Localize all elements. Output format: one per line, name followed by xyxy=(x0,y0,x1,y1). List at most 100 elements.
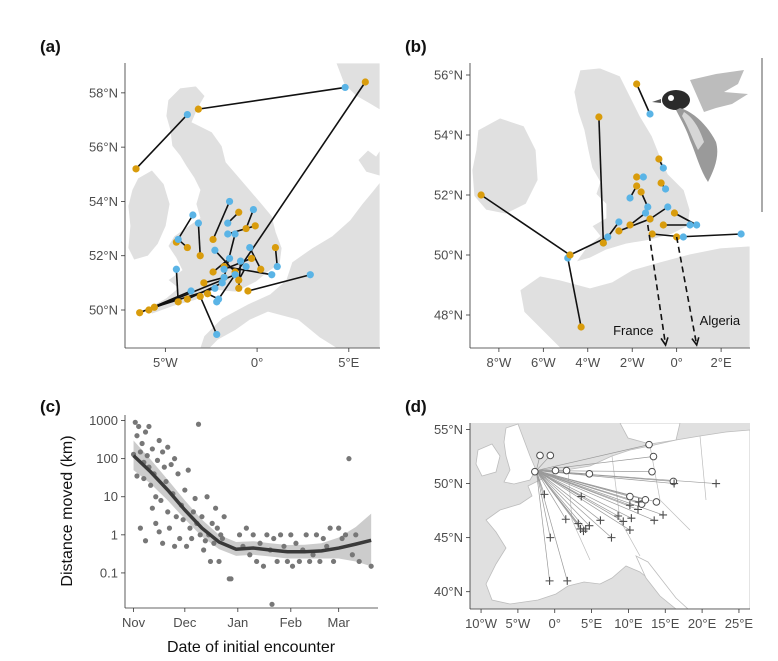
end-location-point xyxy=(220,273,228,282)
data-point xyxy=(324,543,330,549)
end-location-point xyxy=(225,197,234,206)
circle-marker xyxy=(648,467,656,476)
panel-d: 10°W 5°W 0° 5°E 10°E 15°E 20°E 25°E 40°N 45°N 50°N… xyxy=(434,422,753,631)
data-point xyxy=(346,456,352,462)
data-point xyxy=(202,538,208,544)
data-point xyxy=(132,419,138,425)
data-point xyxy=(310,552,316,558)
end-location-point xyxy=(686,221,694,229)
circle-marker xyxy=(551,466,560,475)
end-location-point xyxy=(273,262,281,271)
start-location-point xyxy=(183,295,191,303)
data-point xyxy=(293,540,299,546)
end-location-point xyxy=(646,110,654,118)
x-tick-label: Nov xyxy=(122,615,146,630)
circle-marker xyxy=(531,467,539,476)
data-point xyxy=(165,444,171,450)
end-location-point xyxy=(214,295,223,303)
data-point xyxy=(165,509,171,515)
x-tick-label: Feb xyxy=(280,615,302,630)
origin-line xyxy=(536,470,675,484)
start-location-point xyxy=(361,78,369,86)
panel-b-movements xyxy=(477,80,745,331)
movement-line xyxy=(212,201,231,240)
panel-b-annotations: France Algeria xyxy=(613,224,741,347)
end-location-point xyxy=(183,110,191,119)
panel-a-movements xyxy=(132,78,369,339)
data-point xyxy=(204,494,210,500)
origin-line xyxy=(536,470,632,519)
data-point xyxy=(243,525,249,531)
start-location-point xyxy=(477,191,485,199)
data-point xyxy=(137,449,143,455)
end-location-point xyxy=(249,205,258,214)
start-location-point xyxy=(615,227,623,235)
x-tick-label: 10°E xyxy=(614,616,643,631)
panel-d-label: (d) xyxy=(405,397,427,416)
start-location-point xyxy=(209,235,217,244)
y-tick-label: 48°N xyxy=(434,308,463,323)
data-point xyxy=(219,535,226,542)
data-point xyxy=(192,495,198,502)
circle-marker xyxy=(641,495,650,504)
data-point xyxy=(330,558,337,565)
origin-line xyxy=(535,470,550,581)
data-point xyxy=(136,423,142,430)
x-tick-label: 10°W xyxy=(465,616,498,631)
data-point xyxy=(264,532,270,538)
data-point xyxy=(277,532,284,538)
panel-a: 5°W 0° 5°E 50°N 52°N 54°N 56°N 58°N xyxy=(89,63,380,370)
start-location-point xyxy=(235,284,243,292)
cross-marker xyxy=(627,514,636,523)
data-point xyxy=(154,457,161,463)
data-point xyxy=(303,532,309,538)
data-point xyxy=(353,532,359,538)
movement-line xyxy=(618,218,651,232)
data-point xyxy=(171,456,178,462)
data-point xyxy=(271,535,277,542)
data-point xyxy=(183,543,190,549)
data-point xyxy=(149,446,155,452)
dispersal-arrow-head xyxy=(691,337,700,347)
start-location-point xyxy=(657,179,665,187)
cross-marker xyxy=(670,479,679,488)
dispersal-label: France xyxy=(613,323,653,338)
start-location-point xyxy=(203,290,212,298)
circle-marker xyxy=(562,466,571,475)
start-location-point xyxy=(136,309,144,317)
x-tick-label: Mar xyxy=(327,615,350,630)
data-point xyxy=(187,525,193,531)
cross-marker xyxy=(625,501,634,510)
data-point xyxy=(142,538,149,544)
cross-marker xyxy=(650,516,659,525)
end-location-point xyxy=(213,330,221,339)
start-location-point xyxy=(566,251,574,259)
end-location-point xyxy=(615,218,623,226)
end-location-point xyxy=(246,243,254,252)
data-point xyxy=(139,440,145,447)
end-location-point xyxy=(306,271,314,279)
panel-d-ticks: 10°W 5°W 0° 5°E 10°E 15°E 20°E 25°E 40°N 45°N 50°N… xyxy=(434,422,753,631)
end-location-point xyxy=(224,230,232,238)
data-point xyxy=(175,471,181,477)
data-point xyxy=(320,535,326,542)
x-tick-label: 5°W xyxy=(506,616,531,631)
data-point xyxy=(317,558,323,565)
data-point xyxy=(201,547,207,553)
origin-line xyxy=(535,470,551,538)
data-point xyxy=(216,558,222,565)
end-location-point xyxy=(224,219,232,227)
origin-line xyxy=(536,470,639,503)
data-point xyxy=(168,461,174,468)
data-point xyxy=(197,532,203,538)
cross-marker xyxy=(634,497,643,506)
end-location-point xyxy=(664,203,672,211)
data-point xyxy=(368,563,374,569)
movement-line xyxy=(237,261,242,289)
movement-line xyxy=(566,257,582,328)
data-point xyxy=(289,563,296,569)
bird-illustration xyxy=(652,70,748,182)
x-tick-label: 8°W xyxy=(487,355,512,370)
start-location-point xyxy=(633,182,641,190)
x-tick-label: 2°E xyxy=(711,355,732,370)
